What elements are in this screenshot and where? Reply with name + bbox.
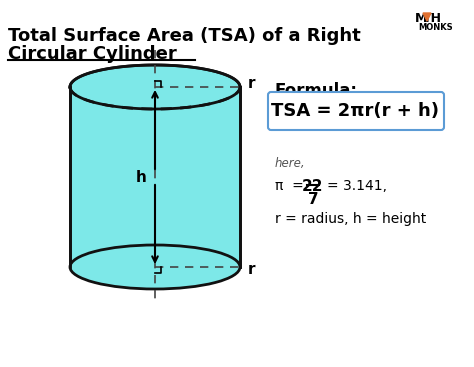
Text: M: M <box>415 12 428 25</box>
Text: π  =: π = <box>275 179 304 193</box>
Text: 22: 22 <box>302 179 324 194</box>
Ellipse shape <box>70 245 240 289</box>
Text: MONKS: MONKS <box>418 23 453 32</box>
Text: r: r <box>248 76 255 91</box>
FancyBboxPatch shape <box>268 92 444 130</box>
Text: = 3.141,: = 3.141, <box>327 179 387 193</box>
Text: h: h <box>136 170 146 185</box>
Text: 7: 7 <box>308 192 319 207</box>
Text: Formula:: Formula: <box>275 82 358 100</box>
Text: r = radius, h = height: r = radius, h = height <box>275 212 426 226</box>
Text: Circular Cylinder: Circular Cylinder <box>8 45 177 63</box>
Polygon shape <box>423 13 431 21</box>
Text: TH: TH <box>423 12 442 25</box>
Text: TSA = 2πr(r + h): TSA = 2πr(r + h) <box>271 102 439 120</box>
Ellipse shape <box>70 65 240 109</box>
Text: r: r <box>248 262 255 277</box>
Text: Total Surface Area (TSA) of a Right: Total Surface Area (TSA) of a Right <box>8 27 361 45</box>
Polygon shape <box>70 87 240 267</box>
Text: here,: here, <box>275 157 306 170</box>
